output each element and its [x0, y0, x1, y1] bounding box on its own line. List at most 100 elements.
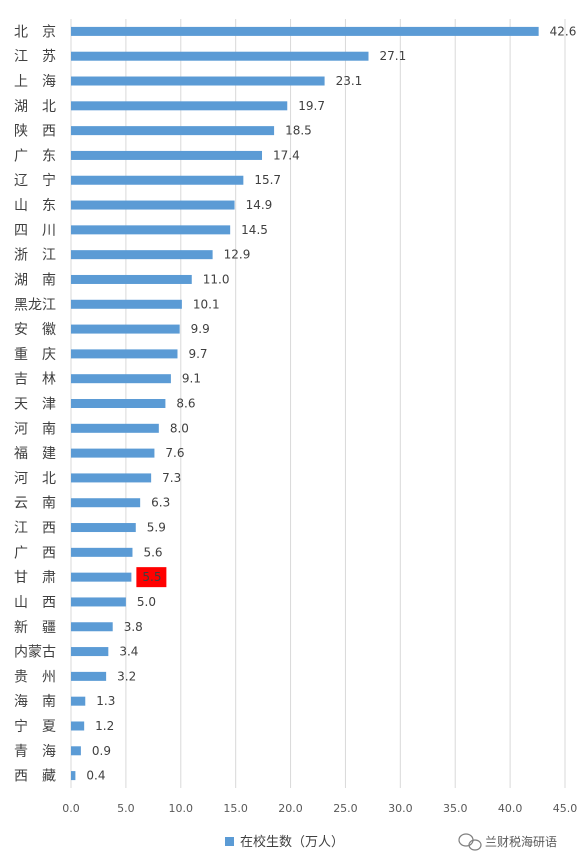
category-label: 海 南 [14, 694, 56, 710]
value-label: 27.1 [379, 49, 406, 63]
x-tick-label: 35.0 [443, 802, 468, 815]
legend: 在校生数（万人） [225, 834, 344, 850]
bar [71, 349, 178, 359]
wechat-icon [458, 833, 482, 851]
value-label: 9.1 [182, 372, 201, 386]
value-label: 8.6 [176, 397, 195, 411]
value-label: 23.1 [336, 74, 363, 88]
value-label: 11.0 [203, 272, 230, 286]
bars [71, 26, 539, 781]
bar [71, 696, 86, 706]
category-label: 湖 南 [14, 272, 56, 288]
grid-lines [70, 19, 566, 788]
value-label: 3.8 [124, 620, 143, 634]
value-label: 19.7 [298, 99, 325, 113]
category-label: 青 海 [14, 744, 56, 760]
value-label: 5.9 [147, 521, 166, 535]
value-label: 15.7 [254, 173, 281, 187]
legend-swatch [225, 837, 234, 846]
value-label: 9.7 [188, 347, 207, 361]
bar [71, 76, 325, 86]
bar [71, 647, 109, 657]
category-label: 湖 北 [14, 99, 56, 115]
value-label: 1.2 [95, 719, 114, 733]
x-tick-label: 30.0 [388, 802, 413, 815]
bar [71, 622, 113, 632]
category-label: 安 徽 [14, 322, 56, 338]
bar [71, 101, 288, 111]
value-label: 0.9 [92, 744, 111, 758]
bar [71, 771, 76, 781]
category-label: 江 苏 [14, 49, 56, 65]
bar [71, 274, 192, 284]
value-label: 0.4 [86, 769, 105, 783]
category-label: 辽 宁 [14, 172, 56, 189]
category-label: 内蒙古 [14, 645, 56, 661]
x-tick-label: 0.0 [62, 802, 80, 815]
bar [71, 175, 244, 185]
category-label: 吉 林 [14, 372, 56, 388]
value-label: 10.1 [193, 297, 220, 311]
category-label: 重 庆 [14, 347, 56, 363]
category-label: 河 北 [14, 471, 56, 487]
highlight-box [136, 567, 167, 588]
x-axis-ticks: 0.0 5.0 10.0 15.0 20.0 25.0 30.0 35.0 40.0 45.0 [62, 802, 577, 815]
value-label: 5.6 [143, 545, 162, 559]
value-label: 6.3 [151, 496, 170, 510]
watermark-text: 兰财税海研语 [485, 834, 557, 849]
category-label: 贵 州 [14, 669, 56, 685]
value-label: 5.0 [137, 595, 156, 609]
category-label: 江 西 [14, 521, 56, 537]
category-label: 甘 肃 [14, 570, 56, 586]
category-label: 河 南 [14, 421, 56, 437]
category-label: 西 藏 [14, 769, 56, 785]
legend-label: 在校生数（万人） [240, 834, 344, 850]
x-tick-label: 40.0 [498, 802, 523, 815]
value-label: 7.3 [162, 471, 181, 485]
category-label: 陕 西 [14, 124, 56, 140]
value-label: 17.4 [273, 148, 300, 162]
category-label: 宁 夏 [14, 718, 56, 735]
bar [71, 225, 231, 235]
value-label: 3.2 [117, 669, 136, 683]
value-labels: 42.6 27.1 23.1 19.7 18.5 17.4 15.7 14.9 14.5 12.9… [86, 24, 576, 782]
x-tick-label: 45.0 [553, 802, 578, 815]
x-tick-label: 25.0 [333, 802, 358, 815]
value-label: 14.5 [241, 223, 268, 237]
bar [71, 399, 166, 408]
x-tick-label: 5.0 [117, 802, 135, 815]
bar [71, 299, 182, 309]
x-tick-label: 10.0 [169, 802, 194, 815]
watermark: 兰财税海研语 [458, 833, 557, 851]
category-label: 广 东 [14, 148, 56, 164]
value-label: 42.6 [550, 24, 577, 38]
category-label: 黑龙江 [14, 297, 56, 313]
category-label: 北 京 [14, 24, 56, 40]
bar [71, 498, 141, 508]
value-label: 5.5 [142, 570, 161, 584]
bar [71, 324, 180, 334]
category-label: 上 海 [14, 74, 56, 90]
bar [71, 746, 81, 756]
bar [71, 547, 133, 557]
category-label: 天 津 [14, 397, 56, 413]
category-label: 新 疆 [14, 620, 56, 636]
x-tick-label: 15.0 [223, 802, 248, 815]
bar [71, 126, 275, 136]
bar [71, 374, 171, 384]
bar [71, 26, 539, 36]
value-label: 7.6 [165, 446, 184, 460]
value-label: 18.5 [285, 124, 312, 138]
bar [71, 523, 136, 533]
bar [71, 448, 155, 458]
value-label: 8.0 [170, 421, 189, 435]
bar [71, 250, 213, 260]
category-label: 山 西 [14, 595, 56, 611]
category-label: 云 南 [14, 496, 56, 512]
category-label: 广 西 [14, 545, 56, 561]
value-label: 14.9 [246, 198, 273, 212]
bar [71, 200, 235, 210]
category-label: 山 东 [14, 198, 56, 214]
